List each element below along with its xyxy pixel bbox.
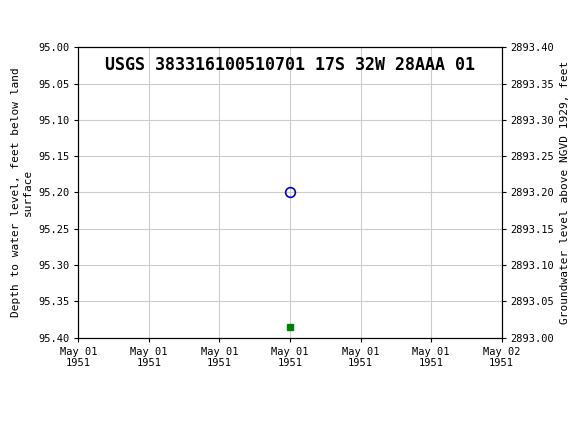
Text: USGS: USGS <box>44 12 99 29</box>
Text: USGS 383316100510701 17S 32W 28AAA 01: USGS 383316100510701 17S 32W 28AAA 01 <box>105 55 475 74</box>
Y-axis label: Depth to water level, feet below land
surface: Depth to water level, feet below land su… <box>11 68 32 317</box>
Y-axis label: Groundwater level above NGVD 1929, feet: Groundwater level above NGVD 1929, feet <box>560 61 570 324</box>
